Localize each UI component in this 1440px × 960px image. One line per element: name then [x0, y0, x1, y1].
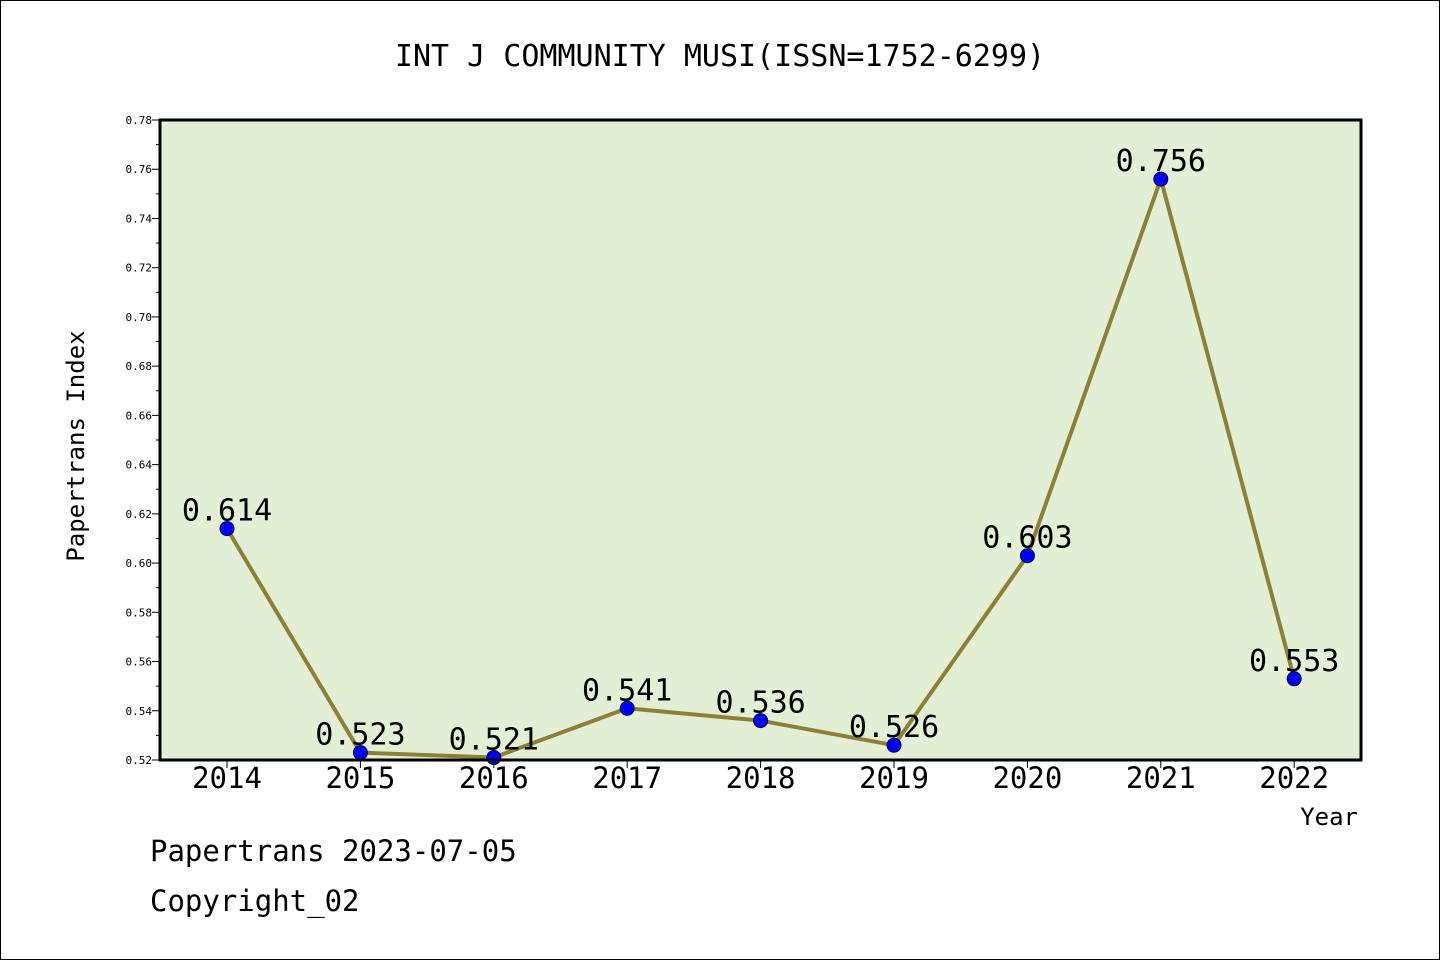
x-tick-label: 2021: [1126, 761, 1196, 795]
data-labels: 0.614 0.523 0.521 0.541 0.536 0.526 0.603 0.756…: [182, 144, 1340, 757]
y-tick-label: 0.60: [126, 557, 153, 570]
plot-area: [160, 120, 1361, 760]
x-tick-label: 2020: [992, 761, 1062, 795]
data-point: [619, 700, 635, 716]
x-tick-label: 2019: [859, 761, 929, 795]
y-tick-label: 0.74: [126, 212, 153, 225]
x-tick-label: 2018: [726, 761, 796, 795]
data-label: 0.536: [715, 686, 805, 721]
x-tick-label: 2017: [592, 761, 662, 795]
y-tick-label: 0.76: [126, 163, 153, 176]
y-tick-label: 0.72: [126, 262, 153, 275]
data-label: 0.553: [1249, 644, 1339, 679]
x-tick-label: 2015: [325, 761, 395, 795]
y-tick-label: 0.54: [126, 705, 153, 718]
x-axis-label: Year: [1300, 803, 1358, 831]
plot-border: [158, 118, 1363, 762]
y-tick-label: 0.78: [126, 114, 153, 127]
series-markers: [219, 171, 1302, 766]
data-point: [1286, 671, 1302, 687]
y-axis-ticks: 0.52 0.54 0.56 0.58 0.60 0.62 0.64 0.66 0.68 0.70…: [126, 114, 160, 767]
footer-copyright: Copyright_02: [150, 884, 360, 918]
chart-title: INT J COMMUNITY MUSI(ISSN=1752-6299): [395, 39, 1045, 74]
data-point: [1153, 171, 1169, 187]
data-label: 0.526: [849, 710, 939, 745]
footer-date: Papertrans 2023-07-05: [150, 834, 517, 868]
data-point: [219, 521, 235, 537]
x-tick-label: 2016: [459, 761, 529, 795]
y-tick-label: 0.70: [126, 311, 153, 324]
x-axis-ticks: 2014 2015 2016 2017 2018 2019 2020 2021 2022: [192, 760, 1329, 795]
y-tick-label: 0.66: [126, 409, 153, 422]
data-point: [886, 737, 902, 753]
data-label: 0.756: [1116, 144, 1206, 179]
data-label: 0.541: [582, 673, 672, 708]
y-tick-label: 0.52: [126, 754, 153, 767]
data-point: [753, 713, 769, 729]
data-label: 0.614: [182, 494, 272, 529]
data-label: 0.523: [315, 718, 405, 753]
y-tick-label: 0.56: [126, 656, 153, 669]
y-tick-label: 0.68: [126, 360, 153, 373]
y-axis-label: Papertrans Index: [62, 330, 90, 561]
x-tick-label: 2014: [192, 761, 262, 795]
data-label: 0.603: [982, 521, 1072, 556]
data-label: 0.521: [449, 723, 539, 758]
x-tick-label: 2022: [1259, 761, 1329, 795]
data-point: [1019, 548, 1035, 564]
y-tick-label: 0.62: [126, 508, 153, 521]
y-tick-label: 0.58: [126, 606, 153, 619]
y-tick-label: 0.64: [126, 459, 153, 472]
